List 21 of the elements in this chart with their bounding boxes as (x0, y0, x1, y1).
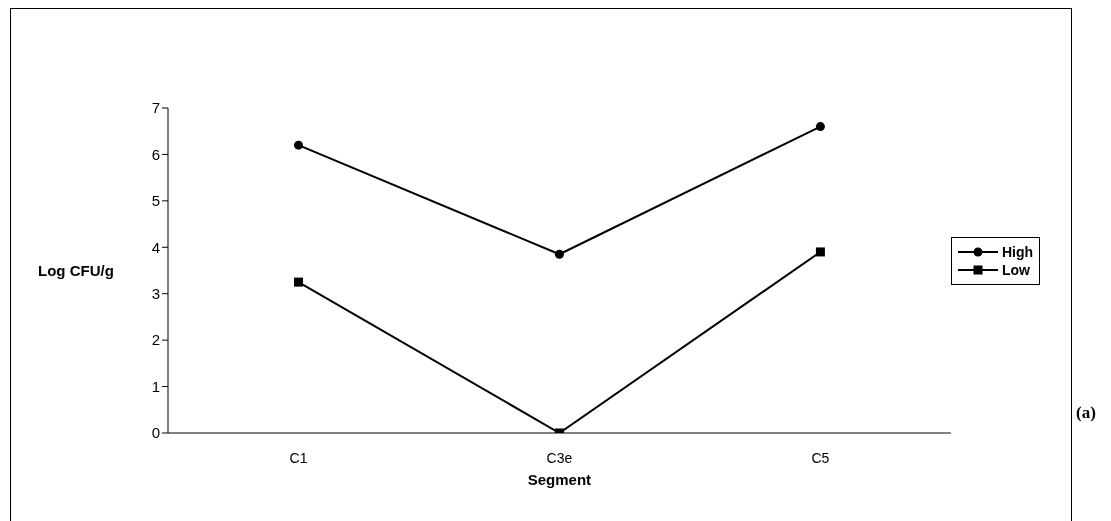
point (815, 122, 825, 132)
text: (a) (1076, 403, 1096, 423)
point (293, 277, 303, 287)
y-axis-title: Log CFU/g (38, 261, 114, 279)
y-tick-label: 7 (151, 99, 160, 117)
x-tick-label: C5 (811, 449, 830, 466)
x-tick-label: C3e (546, 449, 573, 466)
point (293, 140, 303, 150)
legend-label: Low (1001, 261, 1030, 278)
y-tick-label: 1 (151, 377, 160, 395)
y-tick-label: 5 (151, 192, 160, 210)
y-tick-label: 3 (151, 285, 160, 303)
point (815, 247, 825, 257)
y-tick-label: 4 (151, 238, 160, 256)
y-tick-label: 2 (151, 331, 160, 349)
point (554, 249, 564, 259)
x-tick-label: C1 (289, 449, 308, 466)
y-tick-label: 0 (151, 424, 160, 442)
y-tick-label: 6 (151, 145, 160, 163)
legend-label: High (1001, 243, 1033, 260)
x-axis-title: Segment (527, 471, 592, 488)
